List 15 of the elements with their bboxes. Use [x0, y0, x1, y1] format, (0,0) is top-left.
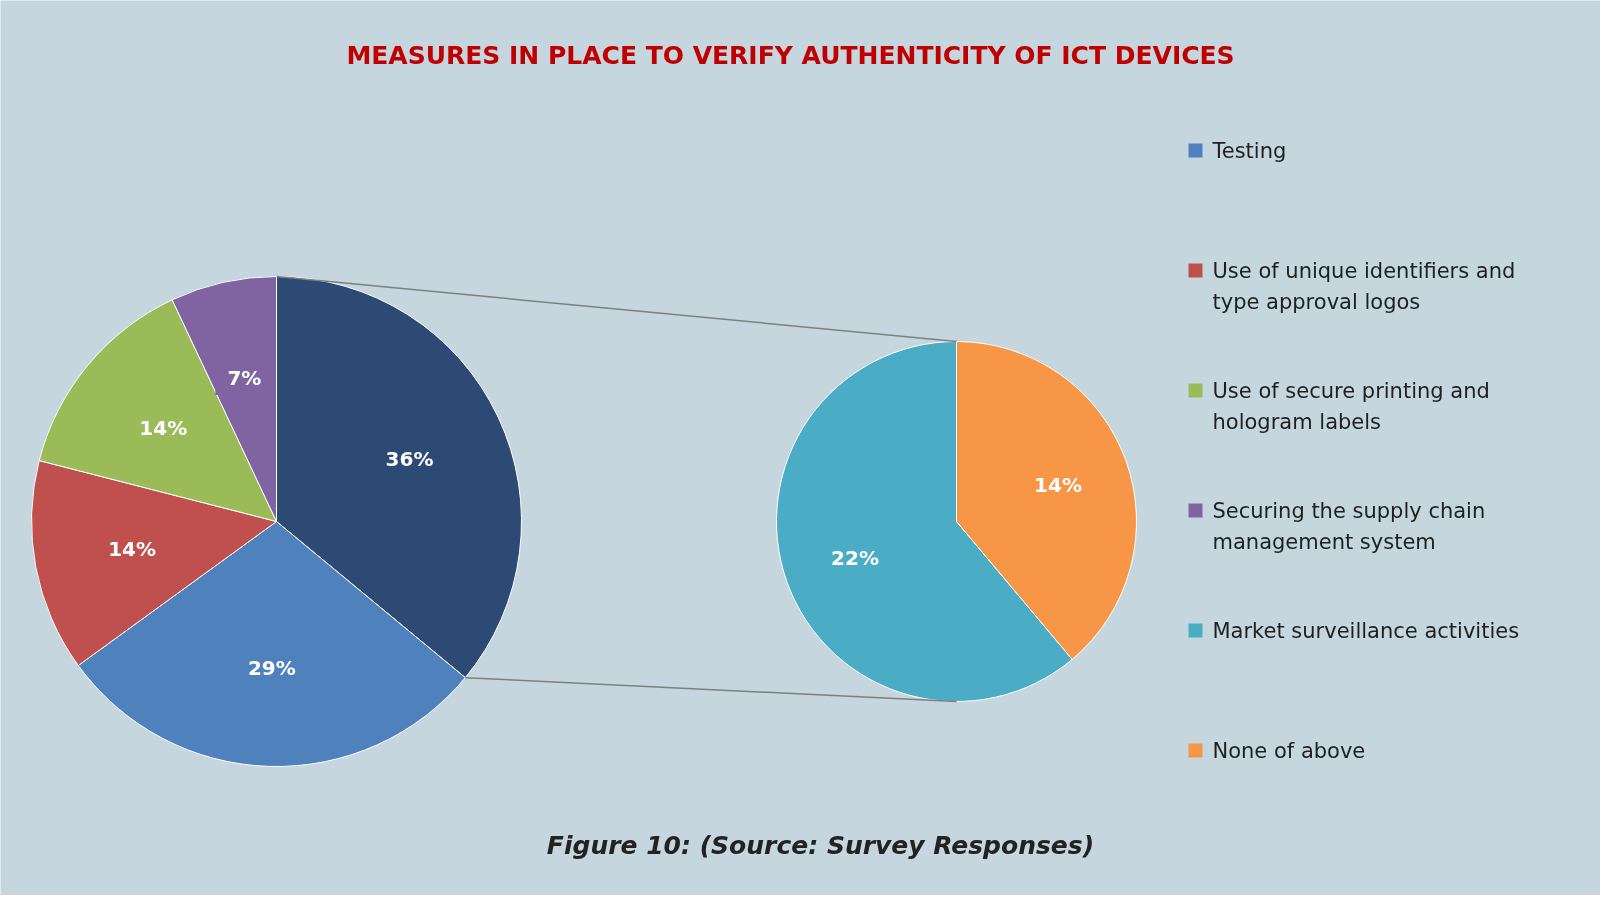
chart-title: MEASURES IN PLACE TO VERIFY AUTHENTICITY OF ICT DEVICES [346, 41, 1235, 70]
data-label: 22% [831, 546, 879, 571]
data-label: 36% [385, 446, 434, 471]
data-label: 14% [139, 415, 188, 440]
legend-label: Use of unique identifiers and type approval logos [1212, 258, 1516, 314]
caption: Figure 10: (Source: Survey Responses) [546, 831, 1095, 860]
legend-label: Securing the supply chain management system [1212, 498, 1486, 554]
legend-label: Use of secure printing and hologram labels [1212, 378, 1490, 434]
data-label: 7% [227, 366, 262, 391]
legend-label: None of above [1212, 738, 1366, 763]
data-label: 29% [247, 656, 296, 681]
legend-label: Testing [1211, 138, 1287, 163]
legend-label: Market surveillance activities [1212, 618, 1520, 643]
data-label: 14% [1034, 472, 1082, 497]
data-label: 14% [108, 537, 157, 562]
